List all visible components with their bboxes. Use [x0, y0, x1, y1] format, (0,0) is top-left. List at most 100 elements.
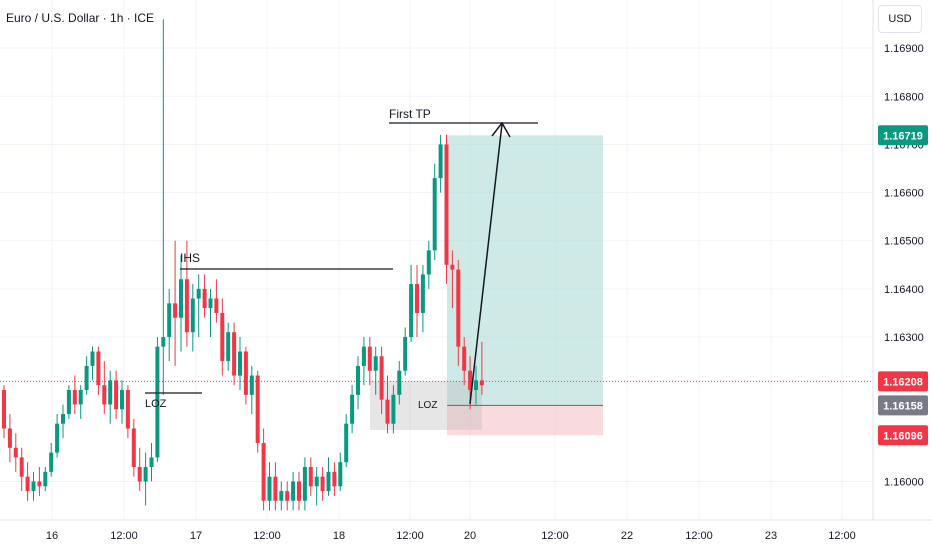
- candle-body: [361, 346, 366, 366]
- candle-body: [397, 370, 402, 395]
- candle-body: [367, 346, 372, 371]
- price-badge: [878, 125, 928, 146]
- candle-body: [13, 447, 18, 458]
- candle-body: [479, 380, 484, 386]
- candle-body: [302, 467, 307, 501]
- chart-title: Euro / U.S. Dollar · 1h · ICE: [6, 11, 155, 25]
- candle-body: [350, 394, 355, 424]
- candle-body: [291, 481, 296, 501]
- price-tick-label: 1.16000: [884, 476, 924, 488]
- price-badge-label: 1.16096: [883, 430, 923, 442]
- candle-body: [238, 351, 242, 376]
- candle-body: [214, 298, 219, 313]
- candle-body: [320, 476, 325, 492]
- candle-body: [114, 380, 119, 410]
- candle-body: [90, 351, 95, 366]
- target-zone: [447, 135, 603, 406]
- candle-body: [261, 442, 266, 501]
- candle-body: [61, 414, 65, 424]
- candle-body: [344, 423, 349, 463]
- loz-left-label: LOZ: [145, 398, 167, 410]
- price-badge-label: 1.16208: [883, 376, 923, 388]
- ihs-label: IHS: [180, 251, 200, 265]
- price-tick-label: 1.16300: [884, 332, 924, 344]
- candle-body: [438, 144, 443, 179]
- price-badge-label: 1.16719: [883, 130, 923, 142]
- time-tick-label: 16: [46, 530, 58, 542]
- candle-body: [444, 144, 449, 265]
- candle-body: [450, 264, 455, 270]
- stop-zone: [447, 405, 603, 436]
- candle-body: [279, 491, 284, 501]
- candle-body: [308, 467, 313, 487]
- candle-body: [102, 385, 107, 405]
- arrow-head-icon: [491, 121, 511, 138]
- time-tick-label: 12:00: [110, 530, 138, 542]
- currency-button[interactable]: USD: [878, 5, 922, 33]
- candle-body: [137, 467, 142, 482]
- price-badge-label: 1.16158: [883, 400, 923, 412]
- loz-right-label: LOZ: [418, 400, 437, 411]
- candle-body: [255, 375, 260, 443]
- candle-body: [426, 250, 431, 275]
- candle-body: [196, 288, 201, 299]
- time-tick-label: 12:00: [828, 530, 856, 542]
- price-tick-label: 1.16500: [884, 236, 924, 248]
- candle-body: [108, 380, 113, 405]
- candle-body: [208, 298, 213, 309]
- candle-body: [184, 279, 189, 333]
- candle-body: [338, 462, 343, 487]
- candle-body: [220, 312, 225, 362]
- candle-body: [131, 428, 136, 468]
- candle-body: [155, 346, 160, 458]
- price-tick-label: 1.16900: [884, 43, 924, 55]
- candle-body: [78, 390, 83, 405]
- candle-body: [161, 337, 166, 347]
- candle-body: [143, 467, 148, 482]
- candles: [2, 19, 484, 511]
- candle-body: [202, 288, 207, 309]
- time-tick-label: 22: [621, 530, 633, 542]
- candle-body: [179, 279, 183, 318]
- candle-body: [173, 303, 178, 318]
- candle-body: [120, 390, 124, 410]
- candle-body: [249, 375, 254, 395]
- candle-body: [167, 303, 172, 338]
- candle-body: [420, 274, 425, 313]
- time-tick-label: 23: [765, 530, 777, 542]
- candle-body: [2, 390, 6, 429]
- time-axis[interactable]: 16 12:00 17 12:00 18 12:00 20 12:00 22 12:00 23 12:…: [0, 519, 932, 542]
- drawings: First TP IHS LOZ LOZ: [145, 107, 538, 411]
- candle-body: [326, 471, 331, 492]
- candle-body: [415, 284, 419, 313]
- candle-body: [297, 481, 301, 501]
- candle-body: [385, 399, 390, 424]
- time-tick-label: 20: [464, 530, 476, 542]
- candle-body: [332, 471, 337, 487]
- time-tick-label: 12:00: [253, 530, 281, 542]
- candle-body: [226, 332, 231, 362]
- candle-body: [474, 380, 478, 390]
- candle-body: [49, 452, 54, 472]
- candle-body: [190, 298, 195, 333]
- candle-body: [96, 351, 101, 386]
- candle-body: [403, 337, 408, 371]
- time-tick-label: 18: [333, 530, 345, 542]
- grid: [0, 0, 873, 520]
- time-tick-label: 12:00: [541, 530, 569, 542]
- candle-body: [356, 365, 360, 395]
- candle-body: [43, 471, 48, 487]
- candle-body: [409, 284, 414, 338]
- first-tp-label: First TP: [389, 107, 431, 121]
- candle-body: [314, 476, 319, 487]
- candle-body: [84, 365, 89, 390]
- price-tick-label: 1.16600: [884, 188, 924, 200]
- price-badge: [878, 395, 928, 416]
- candle-body: [19, 457, 24, 477]
- price-tick-label: 1.16400: [884, 284, 924, 296]
- candle-body: [7, 428, 12, 448]
- candle-body: [72, 390, 77, 405]
- candle-body: [232, 332, 237, 376]
- price-badges: 1.16719 1.16208 1.16158 1.16096: [878, 125, 928, 446]
